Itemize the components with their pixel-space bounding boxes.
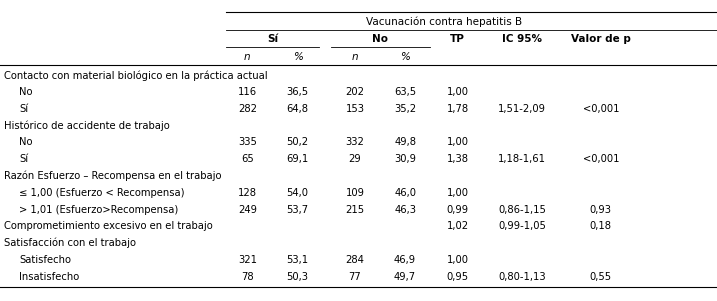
Text: 49,8: 49,8: [394, 138, 416, 147]
Text: 35,2: 35,2: [394, 104, 416, 114]
Text: 46,3: 46,3: [394, 205, 416, 215]
Text: 215: 215: [346, 205, 364, 215]
Text: 321: 321: [238, 255, 257, 265]
Text: 0,99-1,05: 0,99-1,05: [498, 221, 546, 231]
Text: 1,00: 1,00: [447, 87, 468, 97]
Text: 54,0: 54,0: [287, 188, 308, 198]
Text: 0,86-1,15: 0,86-1,15: [498, 205, 546, 215]
Text: 30,9: 30,9: [394, 154, 416, 164]
Text: n: n: [351, 51, 358, 61]
Text: 1,51-2,09: 1,51-2,09: [498, 104, 546, 114]
Text: 29: 29: [348, 154, 361, 164]
Text: n: n: [244, 51, 251, 61]
Text: Razón Esfuerzo – Recompensa en el trabajo: Razón Esfuerzo – Recompensa en el trabaj…: [4, 171, 221, 181]
Text: 284: 284: [346, 255, 364, 265]
Text: 69,1: 69,1: [286, 154, 309, 164]
Text: 1,02: 1,02: [447, 221, 468, 231]
Text: 1,18-1,61: 1,18-1,61: [498, 154, 546, 164]
Text: 1,00: 1,00: [447, 138, 468, 147]
Text: IC 95%: IC 95%: [502, 34, 542, 44]
Text: 153: 153: [346, 104, 364, 114]
Text: 116: 116: [238, 87, 257, 97]
Text: 63,5: 63,5: [394, 87, 416, 97]
Text: > 1,01 (Esfuerzo>Recompensa): > 1,01 (Esfuerzo>Recompensa): [19, 205, 179, 215]
Text: 0,55: 0,55: [590, 272, 612, 282]
Text: 1,78: 1,78: [447, 104, 468, 114]
Text: <0,001: <0,001: [583, 154, 619, 164]
Text: Histórico de accidente de trabajo: Histórico de accidente de trabajo: [4, 120, 169, 131]
Text: 64,8: 64,8: [287, 104, 308, 114]
Text: 53,7: 53,7: [287, 205, 308, 215]
Text: 49,7: 49,7: [394, 272, 416, 282]
Text: Valor de p: Valor de p: [571, 34, 631, 44]
Text: 128: 128: [238, 188, 257, 198]
Text: 202: 202: [346, 87, 364, 97]
Text: 53,1: 53,1: [287, 255, 308, 265]
Text: Contacto con material biológico en la práctica actual: Contacto con material biológico en la pr…: [4, 70, 267, 81]
Text: %: %: [400, 51, 410, 61]
Text: No: No: [19, 87, 33, 97]
Text: Comprometimiento excesivo en el trabajo: Comprometimiento excesivo en el trabajo: [4, 221, 212, 231]
Text: ≤ 1,00 (Esfuerzo < Recompensa): ≤ 1,00 (Esfuerzo < Recompensa): [19, 188, 185, 198]
Text: Sí: Sí: [267, 34, 278, 44]
Text: 249: 249: [238, 205, 257, 215]
Text: %: %: [293, 51, 303, 61]
Text: 282: 282: [238, 104, 257, 114]
Text: 46,9: 46,9: [394, 255, 416, 265]
Text: Sí: Sí: [19, 154, 29, 164]
Text: 1,38: 1,38: [447, 154, 468, 164]
Text: 335: 335: [238, 138, 257, 147]
Text: <0,001: <0,001: [583, 104, 619, 114]
Text: 50,3: 50,3: [287, 272, 308, 282]
Text: 332: 332: [346, 138, 364, 147]
Text: 78: 78: [241, 272, 254, 282]
Text: Insatisfecho: Insatisfecho: [19, 272, 80, 282]
Text: 46,0: 46,0: [394, 188, 416, 198]
Text: 36,5: 36,5: [287, 87, 308, 97]
Text: 1,00: 1,00: [447, 188, 468, 198]
Text: 0,99: 0,99: [447, 205, 468, 215]
Text: 1,00: 1,00: [447, 255, 468, 265]
Text: Satisfacción con el trabajo: Satisfacción con el trabajo: [4, 238, 136, 248]
Text: 0,80-1,13: 0,80-1,13: [498, 272, 546, 282]
Text: Sí: Sí: [19, 104, 29, 114]
Text: Vacunación contra hepatitis B: Vacunación contra hepatitis B: [366, 16, 523, 26]
Text: No: No: [19, 138, 33, 147]
Text: 65: 65: [241, 154, 254, 164]
Text: 0,95: 0,95: [447, 272, 468, 282]
Text: TP: TP: [450, 34, 465, 44]
Text: No: No: [372, 34, 388, 44]
Text: 0,93: 0,93: [590, 205, 612, 215]
Text: 109: 109: [346, 188, 364, 198]
Text: 0,18: 0,18: [590, 221, 612, 231]
Text: 50,2: 50,2: [287, 138, 308, 147]
Text: 77: 77: [348, 272, 361, 282]
Text: Satisfecho: Satisfecho: [19, 255, 72, 265]
